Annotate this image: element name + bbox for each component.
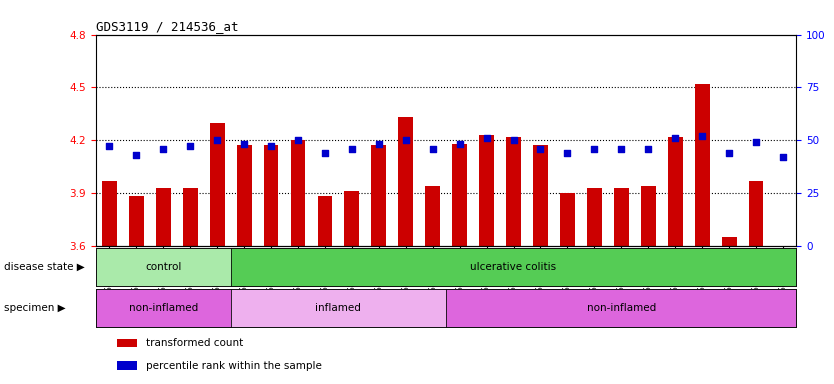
- Point: [238, 141, 251, 147]
- Bar: [102, 180, 117, 246]
- Text: non-inflamed: non-inflamed: [586, 303, 656, 313]
- Point: [669, 135, 682, 141]
- Bar: [425, 186, 440, 246]
- Bar: [749, 180, 763, 246]
- Point: [453, 141, 466, 147]
- Point: [372, 141, 385, 147]
- Text: disease state ▶: disease state ▶: [4, 262, 85, 272]
- Point: [722, 150, 736, 156]
- Point: [776, 154, 790, 160]
- Text: non-inflamed: non-inflamed: [128, 303, 198, 313]
- Bar: [117, 339, 137, 347]
- Bar: [290, 140, 305, 246]
- Bar: [506, 137, 521, 246]
- Text: ulcerative colitis: ulcerative colitis: [470, 262, 556, 272]
- Bar: [452, 144, 467, 246]
- Text: GDS3119 / 214536_at: GDS3119 / 214536_at: [96, 20, 239, 33]
- Text: inflamed: inflamed: [315, 303, 361, 313]
- Bar: [344, 191, 359, 246]
- Text: transformed count: transformed count: [146, 338, 244, 348]
- Bar: [399, 117, 413, 246]
- Bar: [96, 289, 231, 327]
- Point: [129, 152, 143, 158]
- Bar: [614, 188, 629, 246]
- Point: [183, 144, 197, 150]
- Bar: [533, 146, 548, 246]
- Point: [103, 144, 116, 150]
- Point: [210, 137, 224, 143]
- Point: [291, 137, 304, 143]
- Bar: [231, 248, 796, 286]
- Bar: [560, 193, 575, 246]
- Point: [750, 139, 763, 146]
- Point: [588, 146, 601, 152]
- Bar: [117, 361, 137, 370]
- Point: [345, 146, 359, 152]
- Bar: [183, 188, 198, 246]
- Point: [399, 137, 413, 143]
- Bar: [264, 146, 279, 246]
- Bar: [210, 122, 224, 246]
- Point: [615, 146, 628, 152]
- Text: percentile rank within the sample: percentile rank within the sample: [146, 361, 322, 371]
- Point: [696, 133, 709, 139]
- Bar: [129, 197, 143, 246]
- Point: [426, 146, 440, 152]
- Text: control: control: [145, 262, 182, 272]
- Point: [319, 150, 332, 156]
- Bar: [446, 289, 796, 327]
- Text: specimen ▶: specimen ▶: [4, 303, 66, 313]
- Bar: [668, 137, 683, 246]
- Point: [480, 135, 493, 141]
- Bar: [587, 188, 602, 246]
- Point: [157, 146, 170, 152]
- Bar: [318, 197, 332, 246]
- Point: [641, 146, 655, 152]
- Bar: [231, 289, 446, 327]
- Bar: [156, 188, 171, 246]
- Bar: [695, 84, 710, 246]
- Bar: [96, 248, 231, 286]
- Bar: [237, 146, 252, 246]
- Bar: [480, 135, 494, 246]
- Bar: [641, 186, 656, 246]
- Point: [534, 146, 547, 152]
- Point: [560, 150, 574, 156]
- Bar: [721, 237, 736, 246]
- Point: [264, 144, 278, 150]
- Point: [507, 137, 520, 143]
- Bar: [371, 146, 386, 246]
